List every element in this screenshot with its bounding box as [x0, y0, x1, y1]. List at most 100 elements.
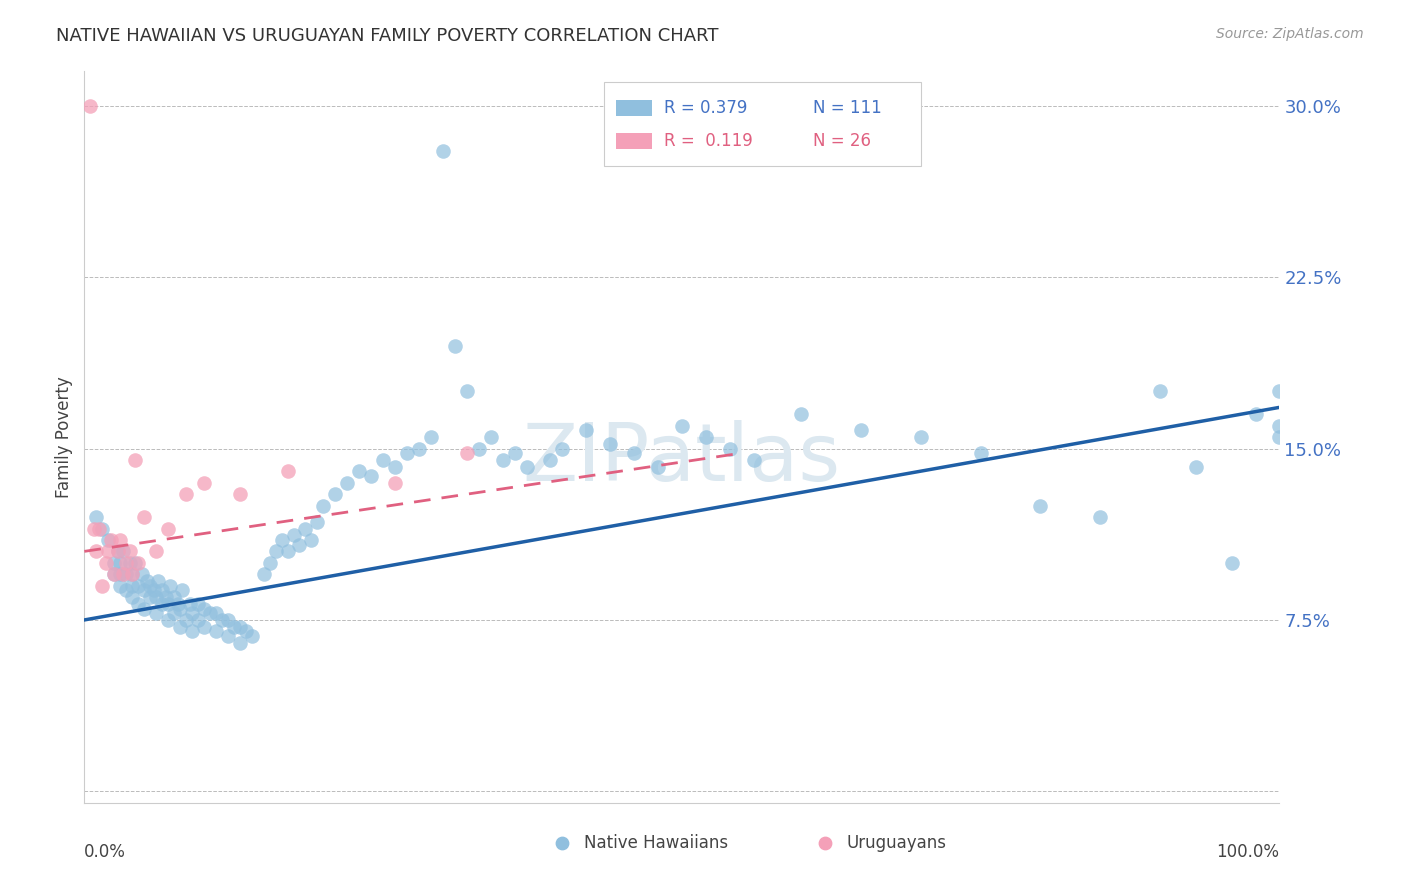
Point — [86, 544, 108, 558]
Point — [145, 590, 167, 604]
Point — [157, 597, 180, 611]
Point — [1268, 430, 1291, 444]
Y-axis label: Family Poverty: Family Poverty — [55, 376, 73, 498]
Text: R =  0.119: R = 0.119 — [664, 132, 752, 150]
Point — [503, 446, 526, 460]
Text: 100.0%: 100.0% — [1216, 843, 1279, 861]
Point — [127, 556, 149, 570]
Point — [110, 533, 132, 547]
Point — [193, 620, 215, 634]
Point — [174, 487, 197, 501]
Point — [229, 636, 252, 650]
Point — [294, 521, 316, 535]
Point — [444, 339, 467, 353]
Point — [172, 583, 194, 598]
Point — [91, 521, 114, 535]
Point — [166, 597, 188, 611]
Point — [103, 567, 125, 582]
Point — [217, 629, 239, 643]
Point — [1029, 499, 1052, 513]
Point — [790, 407, 813, 421]
Point — [229, 620, 252, 634]
Point — [110, 567, 132, 582]
Point — [623, 446, 645, 460]
Point — [181, 606, 204, 620]
Point — [970, 446, 993, 460]
Point — [264, 544, 287, 558]
Point — [193, 475, 215, 490]
Point — [432, 145, 454, 159]
Point — [468, 442, 491, 456]
Point — [103, 567, 125, 582]
Point — [121, 590, 143, 604]
Point — [360, 469, 382, 483]
Point — [135, 574, 157, 588]
Point — [1268, 418, 1291, 433]
Point — [107, 544, 129, 558]
Point — [169, 620, 191, 634]
Point — [516, 459, 538, 474]
Point — [301, 533, 323, 547]
Point — [115, 583, 138, 598]
Text: Native Hawaiians: Native Hawaiians — [583, 834, 728, 852]
Point — [235, 624, 257, 639]
Point — [277, 544, 299, 558]
Point — [492, 453, 515, 467]
Point — [551, 442, 574, 456]
Text: N = 26: N = 26 — [814, 132, 872, 150]
Point — [240, 629, 263, 643]
Point — [217, 613, 239, 627]
Point — [121, 567, 143, 582]
Point — [312, 499, 335, 513]
Point — [169, 601, 191, 615]
Point — [325, 487, 347, 501]
Point — [384, 459, 406, 474]
Text: NATIVE HAWAIIAN VS URUGUAYAN FAMILY POVERTY CORRELATION CHART: NATIVE HAWAIIAN VS URUGUAYAN FAMILY POVE… — [56, 27, 718, 45]
Point — [111, 567, 134, 582]
Point — [181, 624, 204, 639]
Point — [1268, 384, 1291, 399]
Point — [100, 533, 122, 547]
Point — [132, 601, 156, 615]
Text: ZIPatlas: ZIPatlas — [523, 420, 841, 498]
Point — [127, 579, 149, 593]
Point — [124, 556, 146, 570]
FancyBboxPatch shape — [616, 133, 652, 149]
Point — [456, 446, 478, 460]
Point — [229, 487, 252, 501]
Point — [124, 453, 146, 467]
Point — [79, 98, 101, 112]
Point — [187, 597, 209, 611]
Point — [307, 515, 329, 529]
Point — [718, 442, 741, 456]
Point — [408, 442, 430, 456]
Point — [150, 583, 173, 598]
Point — [742, 453, 765, 467]
Point — [671, 418, 693, 433]
Text: 0.0%: 0.0% — [84, 843, 127, 861]
Point — [1149, 384, 1171, 399]
Point — [91, 579, 114, 593]
Point — [97, 533, 120, 547]
Point — [83, 521, 105, 535]
Point — [193, 601, 215, 615]
Point — [110, 579, 132, 593]
Point — [86, 510, 108, 524]
Point — [851, 423, 873, 437]
Point — [420, 430, 443, 444]
Point — [115, 567, 138, 582]
Point — [107, 544, 129, 558]
Text: Uruguayans: Uruguayans — [846, 834, 946, 852]
Point — [157, 613, 180, 627]
Point — [148, 574, 170, 588]
Point — [910, 430, 932, 444]
Point — [1220, 556, 1243, 570]
Point — [205, 606, 228, 620]
Point — [198, 606, 221, 620]
Point — [163, 606, 186, 620]
Point — [103, 556, 125, 570]
Point — [142, 583, 165, 598]
Text: N = 111: N = 111 — [814, 99, 882, 117]
Point — [1185, 459, 1208, 474]
Point — [456, 384, 478, 399]
